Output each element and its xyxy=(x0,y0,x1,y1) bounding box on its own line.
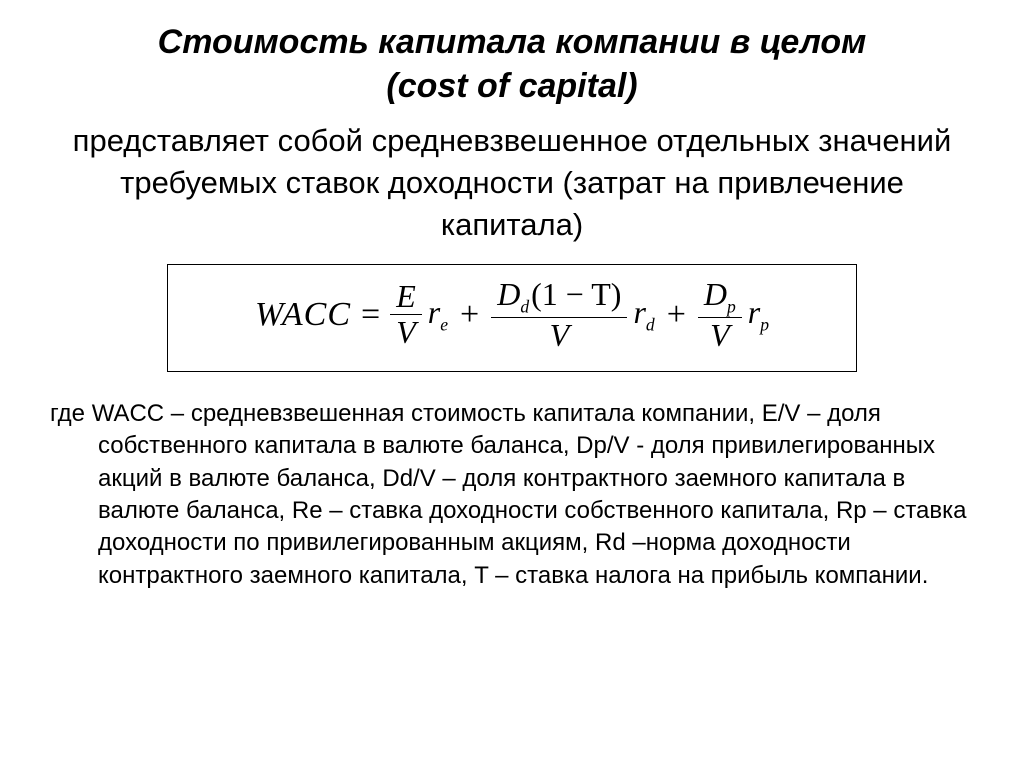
plus-1: + xyxy=(460,296,479,334)
title-line-2: (cost of capital) xyxy=(386,67,637,105)
term-3-numerator: Dp xyxy=(698,277,742,318)
term-2-numerator: Dd (1 − T) xyxy=(491,277,627,318)
subtitle-text: представляет собой средневзвешенное отде… xyxy=(73,123,952,242)
formula-lhs: WACC xyxy=(255,296,351,334)
term-1-numerator: E xyxy=(390,279,422,315)
term-2-fraction: Dd (1 − T) V xyxy=(491,277,627,353)
legend-block: где WACC – средневзвешенная стоимость ка… xyxy=(40,398,984,592)
term-3-denominator: V xyxy=(704,318,736,353)
title-line-1: Стоимость капитала компании в целом xyxy=(158,23,867,61)
equals-sign: = xyxy=(361,296,380,334)
term-1-denominator: V xyxy=(390,315,422,350)
slide-root: Стоимость капитала компании в целом (cos… xyxy=(0,0,1024,767)
term-3-coef: rp xyxy=(748,294,769,335)
plus-2: + xyxy=(667,296,686,334)
term-2-coef: rd xyxy=(633,294,654,335)
wacc-formula: WACC = E V re + Dd (1 − T) V rd + Dp V xyxy=(255,277,769,353)
legend-text: где WACC – средневзвешенная стоимость ка… xyxy=(50,398,974,592)
term-3-fraction: Dp V xyxy=(698,277,742,353)
formula-box: WACC = E V re + Dd (1 − T) V rd + Dp V xyxy=(167,264,857,372)
slide-title: Стоимость капитала компании в целом (cos… xyxy=(40,20,984,108)
slide-subtitle: представляет собой средневзвешенное отде… xyxy=(72,120,952,246)
term-2-denominator: V xyxy=(544,318,576,353)
term-1-fraction: E V xyxy=(390,279,422,350)
term-1-coef: re xyxy=(428,294,448,335)
